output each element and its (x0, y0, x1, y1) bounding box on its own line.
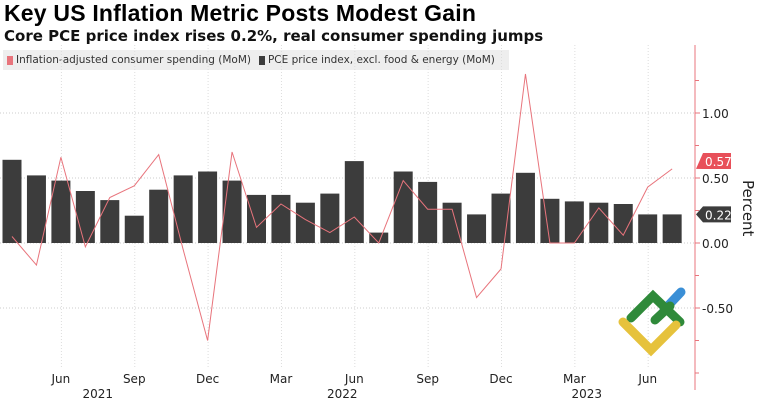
bar-pce (2, 159, 22, 243)
bar-pce (149, 189, 169, 243)
x-tick-label: Jun (637, 372, 657, 386)
bar-pce (173, 175, 193, 243)
last-value-pce-tag (696, 206, 731, 223)
legend-swatch-spending (7, 55, 13, 65)
bar-pce (467, 214, 487, 243)
line-spending (11, 73, 673, 341)
y-tick-label: 1.00 (702, 107, 729, 121)
legend: Inflation-adjusted consumer spending (Mo… (3, 50, 509, 70)
bar-pce (613, 204, 633, 243)
last-value-spending-tag-label: 0.57 (705, 155, 732, 169)
bar-pce (124, 215, 144, 243)
bar-pce (418, 181, 438, 243)
brand-logo (618, 287, 686, 357)
bar-pce (393, 171, 413, 243)
x-tick-label: Sep (123, 372, 146, 386)
bar-pce (344, 161, 364, 243)
x-tick-label: Sep (416, 372, 439, 386)
legend-label-spending: Inflation-adjusted consumer spending (Mo… (16, 54, 251, 66)
logo-stroke (626, 289, 685, 327)
bar-pce (320, 193, 340, 243)
bar-pce (564, 201, 584, 243)
x-year-label: 2021 (83, 387, 114, 400)
chart-subtitle: Core PCE price index rises 0.2%, real co… (4, 27, 544, 45)
bar-pce (198, 171, 218, 243)
x-tick-label: Mar (270, 372, 293, 386)
last-value-spending-tag (696, 153, 731, 169)
x-year-label: 2023 (572, 387, 603, 400)
bar-pce (442, 202, 462, 243)
bar-pce (295, 202, 315, 243)
x-tick-label: Jun (51, 372, 71, 386)
bar-pce (26, 175, 46, 243)
y-tick-label: 0.50 (702, 172, 729, 186)
bar-pce (75, 191, 95, 243)
x-tick-label: Mar (563, 372, 586, 386)
x-tick-label: Dec (489, 372, 512, 386)
last-value-pce-tag-label: 0.22 (705, 208, 732, 222)
bar-pce (369, 232, 389, 243)
legend-swatch-pce (258, 55, 265, 65)
bar-pce (540, 198, 560, 243)
legend-item-spending: Inflation-adjusted consumer spending (Mo… (7, 54, 251, 66)
legend-label-pce: PCE price index, excl. food & energy (Mo… (267, 54, 495, 66)
bar-pce (662, 214, 682, 243)
x-tick-label: Jun (344, 372, 364, 386)
logo-stroke (650, 301, 675, 325)
bar-pce (100, 200, 120, 243)
bar-pce (222, 180, 242, 243)
bar-pce (271, 194, 291, 243)
logo-stroke (618, 317, 681, 357)
x-year-label: 2022 (327, 387, 358, 400)
bar-pce (515, 172, 535, 243)
chart-title: Key US Inflation Metric Posts Modest Gai… (4, 0, 477, 26)
y-tick-label: 0.00 (702, 237, 729, 251)
bar-pce (247, 194, 266, 243)
x-tick-label: Dec (196, 372, 219, 386)
bar-pce (51, 180, 71, 243)
legend-item-pce: PCE price index, excl. food & energy (Mo… (258, 54, 495, 66)
bar-pce (638, 214, 658, 243)
y-tick-label: -0.50 (702, 302, 733, 316)
y-axis-label: Percent (739, 180, 757, 237)
